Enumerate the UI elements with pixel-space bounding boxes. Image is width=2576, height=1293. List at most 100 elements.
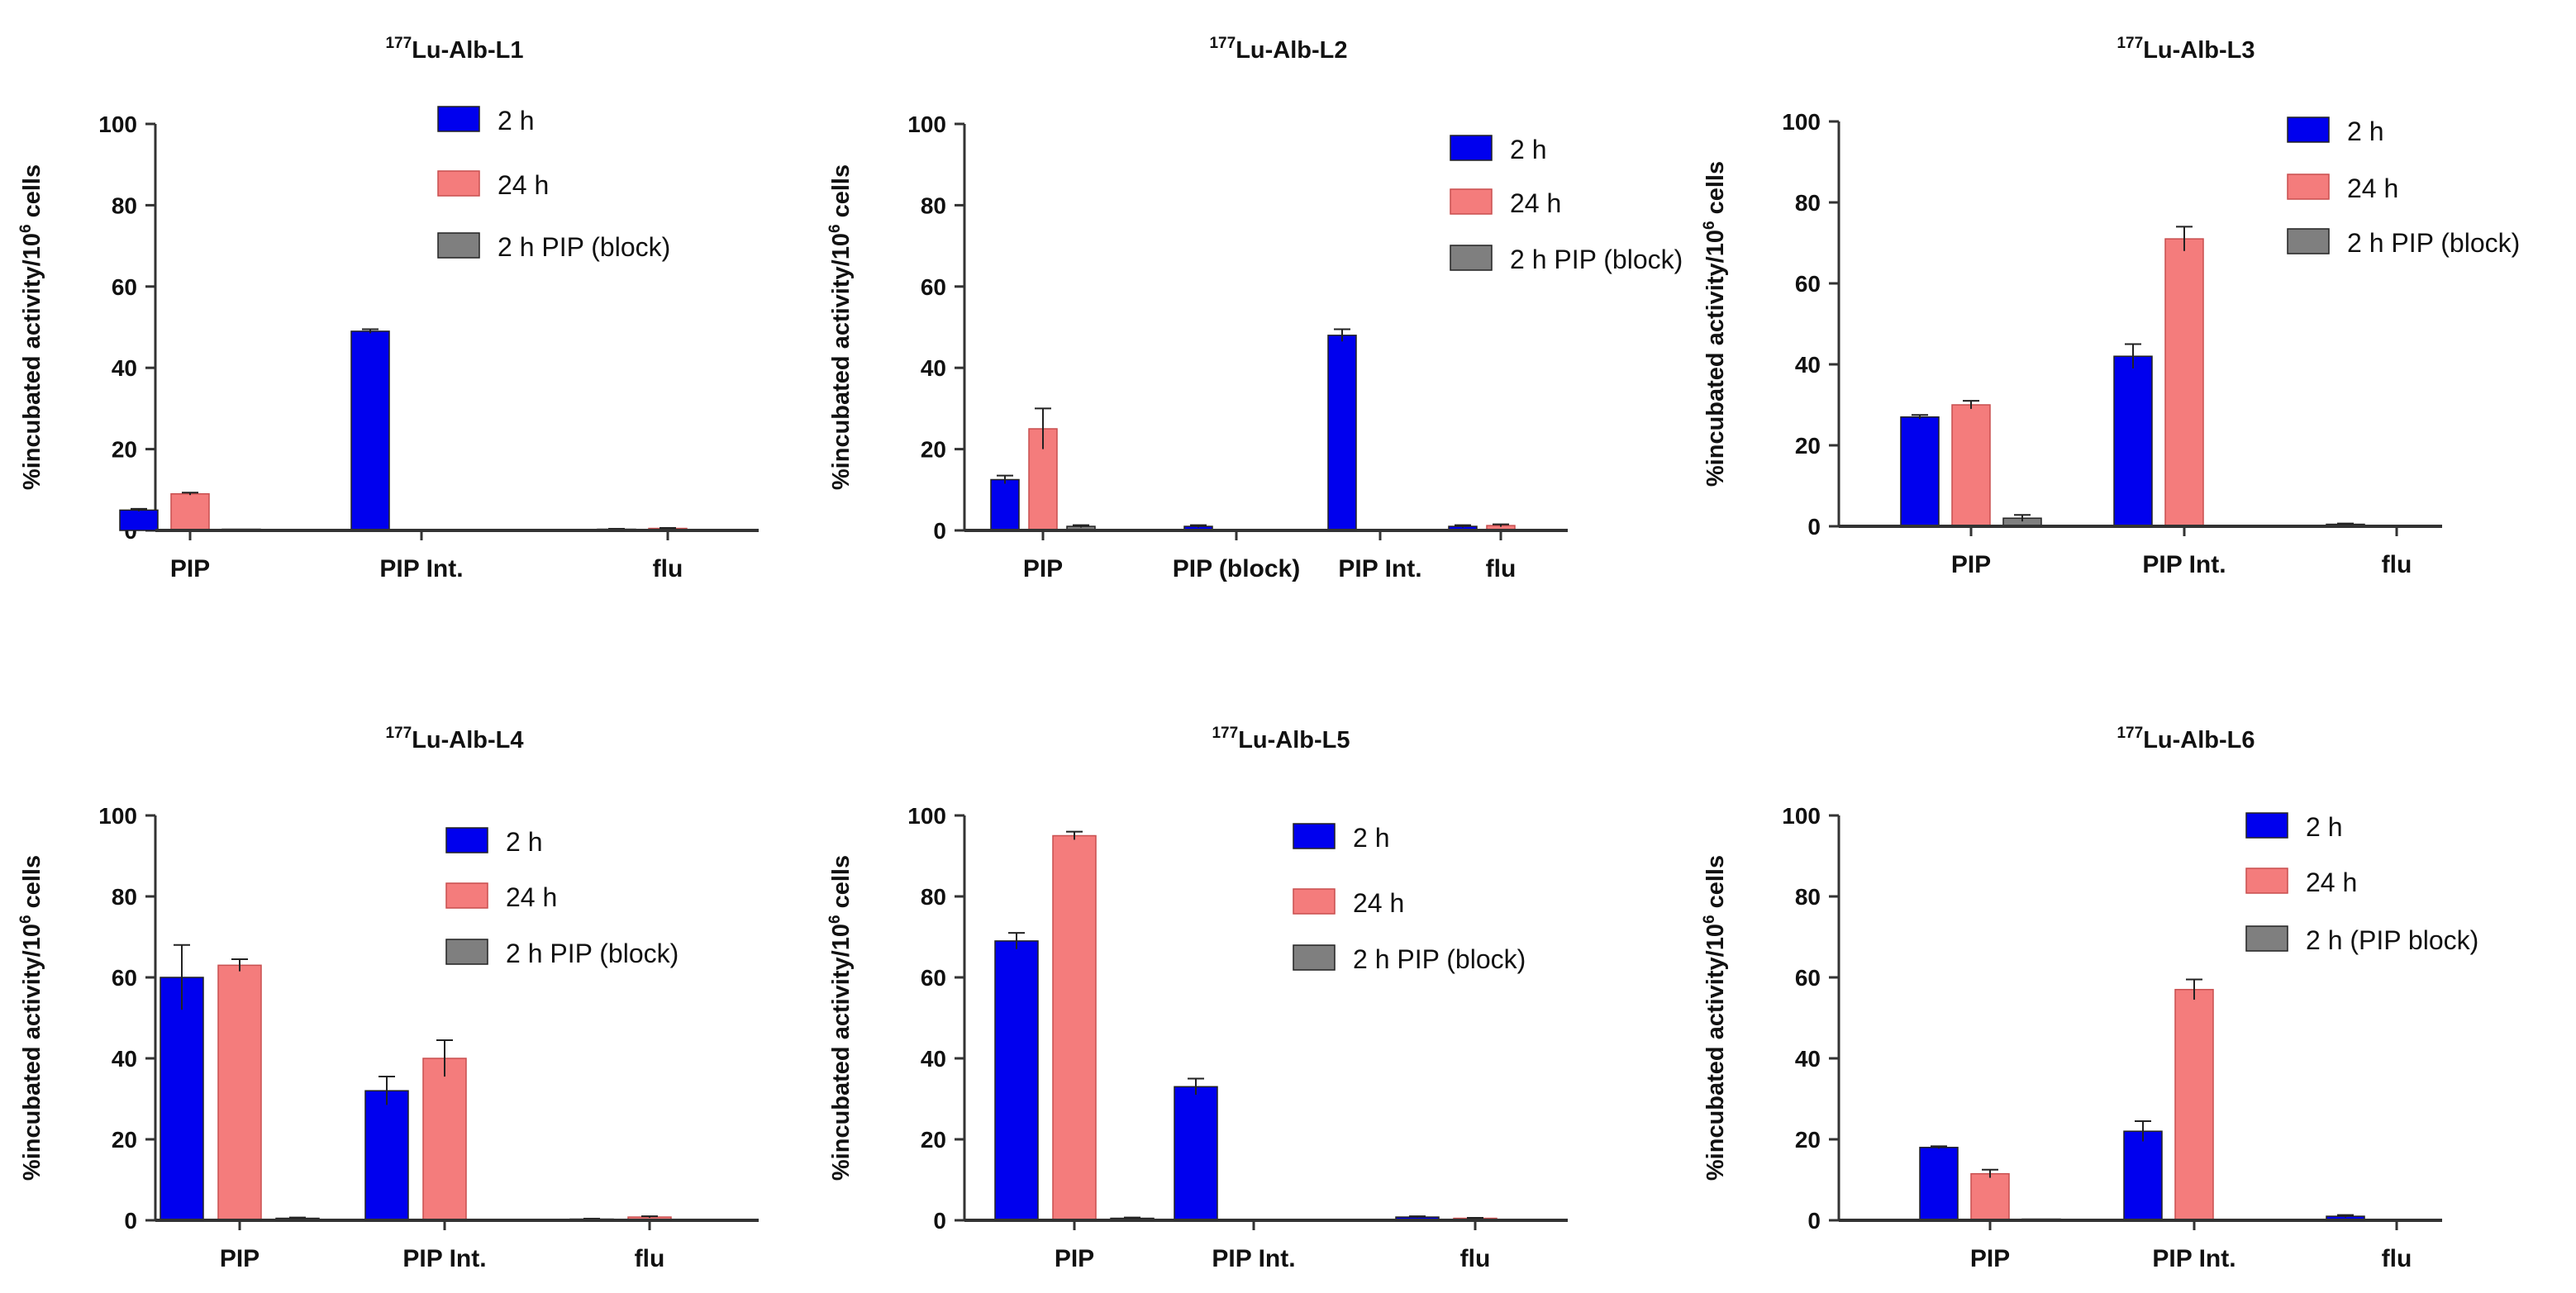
y-axis-label-main: %incubated activity/10 (19, 924, 45, 1181)
legend-label: 2 h (506, 827, 542, 857)
bar-24-h-pip (217, 964, 262, 1221)
y-tick-label: 20 (921, 437, 946, 463)
chart-title-superscript: 177 (2117, 725, 2143, 742)
bar-2-h-pip-int- (2113, 355, 2153, 527)
y-axis-label-superscript: 6 (826, 915, 844, 924)
x-category-label: flu (1486, 555, 1517, 582)
bar-2-h-pip-int- (1174, 1086, 1218, 1221)
y-axis-label-tail: cells (19, 164, 45, 225)
y-axis-label-superscript: 6 (17, 224, 35, 233)
legend-label: 24 h (1353, 888, 1404, 918)
chart-panel-6: 177Lu-Alb-L6 %incubated activity/106 cell… (1701, 725, 2478, 1272)
y-tick-label: 80 (1795, 190, 1821, 216)
bar-2-h-pip (990, 478, 1020, 531)
legend-label: 2 h (1353, 823, 1389, 853)
x-category-label: PIP (1951, 551, 1991, 578)
bar-24-h-pip (1951, 404, 1991, 527)
legend-swatch (445, 827, 488, 853)
y-axis-label-tail: cells (828, 855, 855, 915)
y-tick-label: 80 (112, 193, 137, 218)
legend-label: 2 h (2347, 116, 2383, 146)
bar-2-h-pip-int- (350, 330, 390, 531)
y-tick-label: 100 (98, 112, 137, 137)
y-axis-label-main: %incubated activity/10 (1702, 230, 1729, 487)
chart-title-superscript: 177 (385, 725, 412, 742)
bar-24-h-pip (1052, 834, 1097, 1221)
x-category-label: PIP (1970, 1245, 2010, 1272)
y-tick-label: 100 (1782, 803, 1821, 829)
y-tick-label: 60 (112, 965, 137, 991)
y-tick-label: 20 (112, 1127, 137, 1153)
legend-label: 24 h (2306, 868, 2357, 897)
x-category-label: PIP Int. (2152, 1245, 2236, 1272)
legend-swatch (2245, 925, 2288, 952)
legend-label: 2 h PIP (block) (506, 939, 679, 968)
chart-title-superscript: 177 (385, 35, 412, 52)
chart-title-text: Lu-Alb-L1 (412, 37, 523, 64)
chart-title: 177Lu-Alb-L6 (2117, 725, 2255, 753)
legend-label: 2 h PIP (block) (2347, 228, 2520, 258)
legend-swatch (1293, 944, 1336, 971)
chart-title: 177Lu-Alb-L2 (1209, 35, 1347, 64)
x-category-label: PIP Int. (1338, 555, 1421, 582)
legend-label: 24 h (2347, 174, 2398, 203)
legend-label: 24 h (498, 170, 549, 200)
y-axis-label-tail: cells (828, 164, 855, 225)
y-tick-label: 40 (112, 1046, 137, 1072)
legend-swatch (1450, 245, 1493, 271)
legend-label: 2 h (1510, 135, 1546, 164)
chart-title: 177Lu-Alb-L1 (385, 35, 523, 64)
x-category-label: PIP Int. (402, 1245, 486, 1272)
y-tick-label: 40 (1795, 352, 1821, 378)
chart-panel-3: 177Lu-Alb-L3 %incubated activity/106 cell… (1701, 35, 2520, 578)
y-axis-label-main: %incubated activity/10 (19, 233, 45, 490)
legend-swatch (2287, 174, 2330, 200)
chart-title: 177Lu-Alb-L4 (385, 725, 523, 753)
y-axis-label-superscript: 6 (17, 915, 35, 924)
chart-title-text: Lu-Alb-L2 (1236, 37, 1347, 64)
x-category-label: PIP (block) (1173, 555, 1300, 582)
x-category-label: PIP Int. (1212, 1245, 1295, 1272)
y-tick-label: 0 (933, 518, 946, 544)
bar-24-h-pip-int- (2174, 988, 2214, 1221)
legend-label: 2 h PIP (block) (1510, 245, 1683, 274)
x-category-label: flu (2382, 551, 2412, 578)
bar-24-h-pip-int- (422, 1058, 467, 1221)
legend-swatch (1293, 888, 1336, 915)
chart-title-text: Lu-Alb-L3 (2143, 37, 2255, 64)
y-axis-label: %incubated activity/106 cells (17, 164, 45, 490)
y-tick-label: 20 (921, 1127, 946, 1153)
y-axis-label-tail: cells (1702, 161, 1729, 221)
bar-2-h-pip (994, 940, 1039, 1221)
y-axis-label-superscript: 6 (1701, 221, 1718, 230)
legend-swatch (1450, 188, 1493, 215)
y-tick-label: 0 (933, 1208, 946, 1234)
x-category-label: flu (653, 555, 683, 582)
x-category-label: flu (635, 1245, 665, 1272)
y-tick-label: 80 (921, 884, 946, 910)
bar-2-h-pip-int- (1327, 335, 1357, 531)
x-category-label: PIP (170, 555, 210, 582)
y-tick-label: 40 (1795, 1046, 1821, 1072)
y-tick-label: 0 (1807, 1208, 1821, 1234)
y-tick-label: 80 (1795, 884, 1821, 910)
legend-swatch (445, 939, 488, 965)
x-category-label: PIP (220, 1245, 260, 1272)
legend-swatch (437, 106, 480, 132)
y-tick-label: 60 (921, 965, 946, 991)
y-tick-label: 60 (921, 274, 946, 300)
legend-swatch (2287, 116, 2330, 143)
bar-2-h-pip-int- (364, 1090, 409, 1221)
y-axis-label: %incubated activity/106 cells (17, 855, 45, 1181)
y-tick-label: 60 (1795, 271, 1821, 297)
y-axis-label: %incubated activity/106 cells (1701, 855, 1729, 1181)
legend-label: 2 h PIP (block) (1353, 944, 1526, 974)
legend-label: 2 h PIP (block) (498, 232, 670, 262)
chart-panel-2: 177Lu-Alb-L2 %incubated activity/106 cell… (826, 35, 1683, 582)
y-tick-label: 20 (112, 437, 137, 463)
legend-swatch (2245, 868, 2288, 894)
y-tick-label: 40 (921, 1046, 946, 1072)
y-tick-label: 100 (98, 803, 137, 829)
y-tick-label: 60 (112, 274, 137, 300)
y-tick-label: 0 (124, 1208, 137, 1234)
